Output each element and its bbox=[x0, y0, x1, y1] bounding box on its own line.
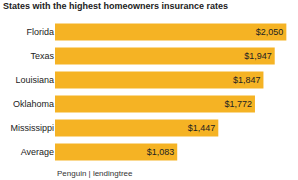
svg-text:$1,847: $1,847 bbox=[233, 75, 261, 85]
svg-text:$1,447: $1,447 bbox=[188, 123, 216, 133]
svg-text:Oklahoma: Oklahoma bbox=[13, 99, 54, 109]
svg-text:$1,947: $1,947 bbox=[244, 51, 272, 61]
svg-text:Texas: Texas bbox=[30, 51, 54, 61]
svg-text:Florida: Florida bbox=[26, 27, 54, 37]
svg-text:Mississippi: Mississippi bbox=[10, 123, 54, 133]
svg-text:$1,083: $1,083 bbox=[147, 147, 175, 157]
svg-text:$1,772: $1,772 bbox=[224, 99, 252, 109]
svg-text:Louisiana: Louisiana bbox=[15, 75, 54, 85]
svg-text:$2,050: $2,050 bbox=[256, 27, 284, 37]
svg-text:Average: Average bbox=[21, 147, 54, 157]
svg-text:Penguin | lendingtree: Penguin | lendingtree bbox=[57, 169, 133, 178]
svg-text:States with the highest homeow: States with the highest homeowners insur… bbox=[3, 1, 228, 11]
